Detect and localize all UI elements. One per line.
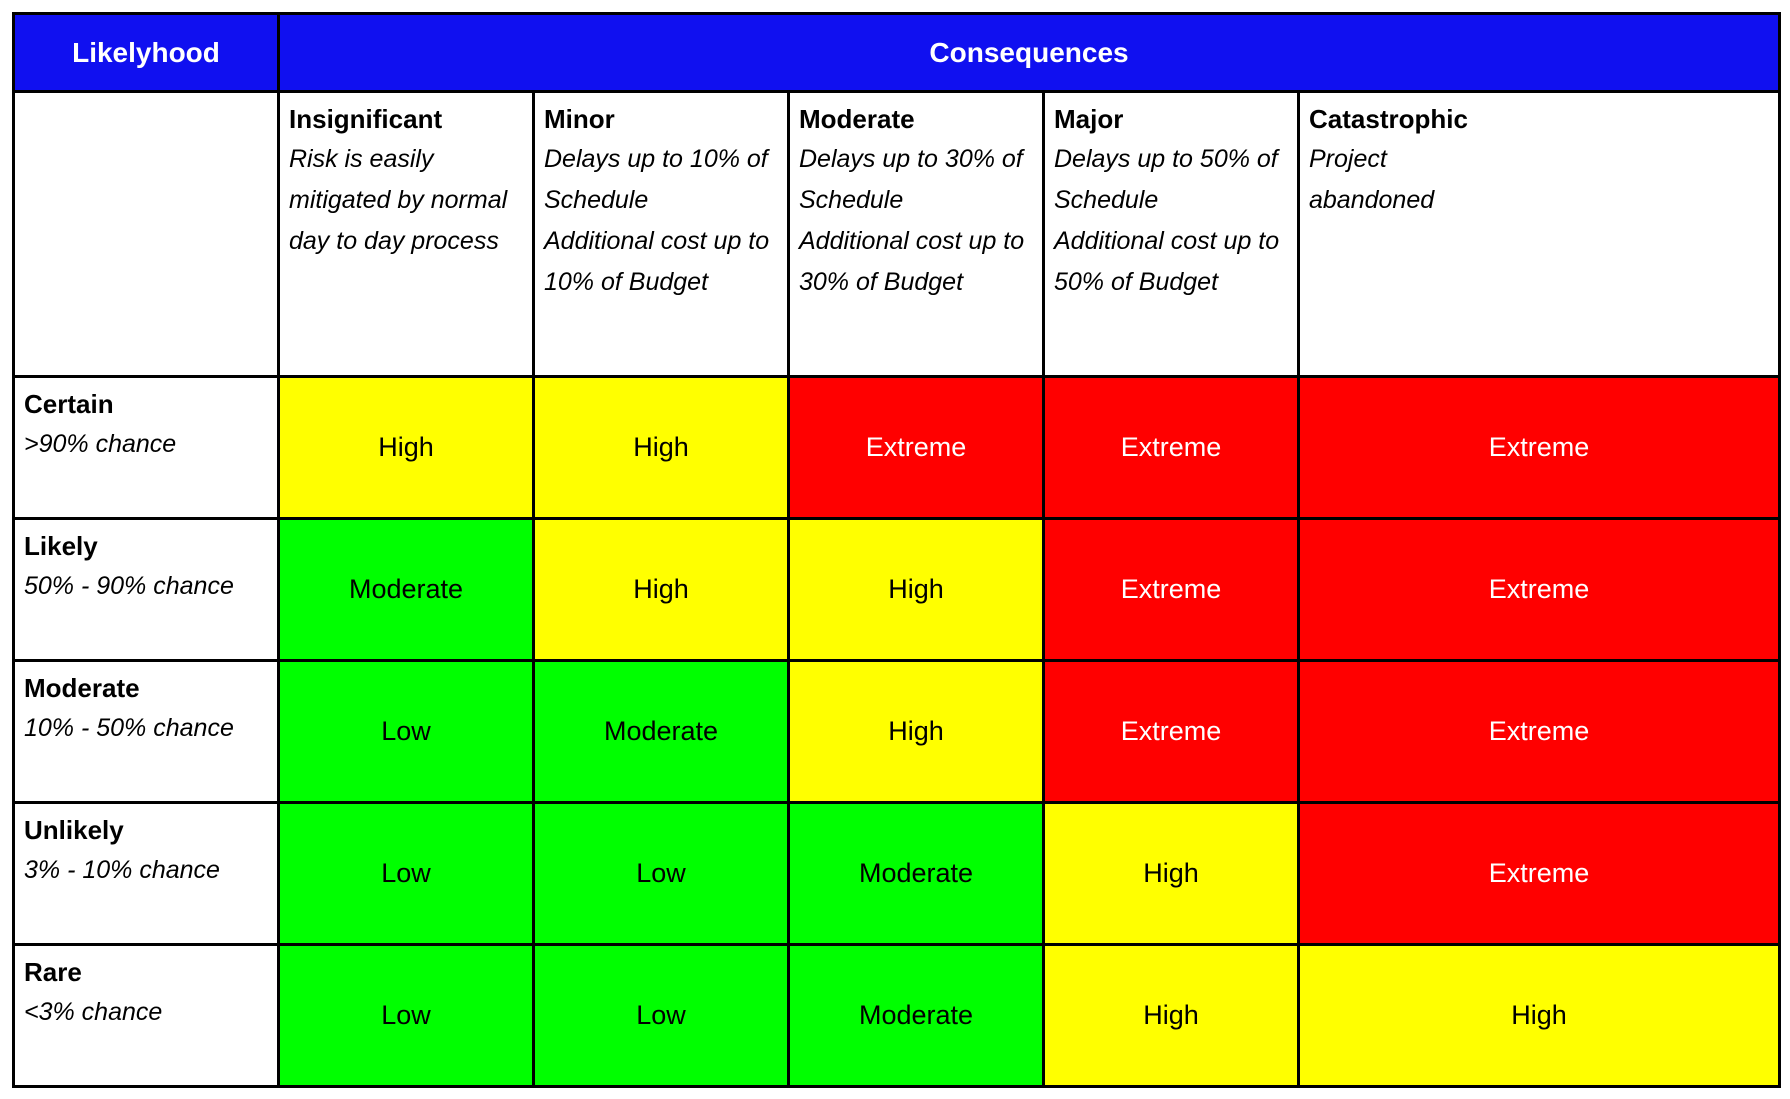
row-name: Unlikely	[24, 815, 124, 845]
risk-cell: High	[1042, 943, 1300, 1088]
risk-cell: Low	[277, 943, 535, 1088]
consequences-header-cell: Consequences	[276, 12, 1782, 93]
risk-cell: Moderate	[277, 517, 535, 662]
risk-cell: High	[787, 659, 1045, 804]
row-name: Likely	[24, 531, 98, 561]
row-moderate: Moderate 10% - 50% chance Low Moderate H…	[12, 659, 1782, 804]
column-name: Major	[1054, 104, 1124, 134]
risk-cell: Moderate	[787, 801, 1045, 946]
row-description: 3% - 10% chance	[24, 856, 220, 884]
consequence-levels-row: Insignificant Risk is easily mitigated b…	[12, 90, 1782, 378]
risk-cell: Moderate	[787, 943, 1045, 1088]
row-description: 50% - 90% chance	[24, 572, 234, 600]
risk-cell: High	[787, 517, 1045, 662]
column-header-minor: Minor Delays up to 10% of Schedule Addit…	[532, 90, 790, 378]
risk-cell: Extreme	[1296, 375, 1782, 520]
row-likely: Likely 50% - 90% chance Moderate High Hi…	[12, 517, 1782, 662]
risk-cell: Extreme	[1296, 659, 1782, 804]
risk-cell: High	[532, 517, 790, 662]
column-description: Delays up to 10% of Schedule Additional …	[544, 145, 770, 296]
corner-cell	[12, 90, 280, 378]
row-header-rare: Rare <3% chance	[12, 943, 280, 1088]
row-name: Rare	[24, 957, 82, 987]
risk-cell: Extreme	[1042, 375, 1300, 520]
matrix-header-row: Likelyhood Consequences	[12, 12, 1782, 93]
row-header-likely: Likely 50% - 90% chance	[12, 517, 280, 662]
row-name: Moderate	[24, 673, 140, 703]
row-description: 10% - 50% chance	[24, 714, 234, 742]
column-description: Delays up to 50% of Schedule Additional …	[1054, 145, 1280, 296]
risk-cell: Low	[277, 659, 535, 804]
column-header-insignificant: Insignificant Risk is easily mitigated b…	[277, 90, 535, 378]
row-description: <3% chance	[24, 998, 163, 1026]
risk-cell: High	[1042, 801, 1300, 946]
row-name: Certain	[24, 389, 114, 419]
risk-cell: Low	[532, 801, 790, 946]
risk-cell: Extreme	[1042, 659, 1300, 804]
column-description: Project abandoned	[1309, 145, 1435, 214]
row-rare: Rare <3% chance Low Low Moderate High Hi…	[12, 943, 1782, 1088]
row-header-moderate: Moderate 10% - 50% chance	[12, 659, 280, 804]
row-header-unlikely: Unlikely 3% - 10% chance	[12, 801, 280, 946]
column-name: Minor	[544, 104, 615, 134]
risk-cell: Extreme	[1296, 517, 1782, 662]
risk-cell: Extreme	[1042, 517, 1300, 662]
row-certain: Certain >90% chance High High Extreme Ex…	[12, 375, 1782, 520]
column-description: Delays up to 30% of Schedule Additional …	[799, 145, 1025, 296]
risk-cell: Extreme	[787, 375, 1045, 520]
column-header-catastrophic: Catastrophic Project abandoned	[1296, 90, 1782, 378]
risk-cell: High	[532, 375, 790, 520]
row-header-certain: Certain >90% chance	[12, 375, 280, 520]
risk-matrix-table: Likelyhood Consequences Insignificant Ri…	[12, 12, 1782, 1088]
risk-cell: High	[1296, 943, 1782, 1088]
column-name: Moderate	[799, 104, 915, 134]
risk-cell: Moderate	[532, 659, 790, 804]
column-name: Catastrophic	[1309, 104, 1468, 134]
column-description: Risk is easily mitigated by normal day t…	[289, 145, 508, 255]
risk-cell: Low	[532, 943, 790, 1088]
risk-cell: Low	[277, 801, 535, 946]
risk-cell: Extreme	[1296, 801, 1782, 946]
column-header-moderate: Moderate Delays up to 30% of Schedule Ad…	[787, 90, 1045, 378]
column-header-major: Major Delays up to 50% of Schedule Addit…	[1042, 90, 1300, 378]
row-description: >90% chance	[24, 430, 177, 458]
row-unlikely: Unlikely 3% - 10% chance Low Low Moderat…	[12, 801, 1782, 946]
likelihood-header-cell: Likelyhood	[12, 12, 280, 93]
column-name: Insignificant	[289, 104, 443, 134]
risk-cell: High	[277, 375, 535, 520]
